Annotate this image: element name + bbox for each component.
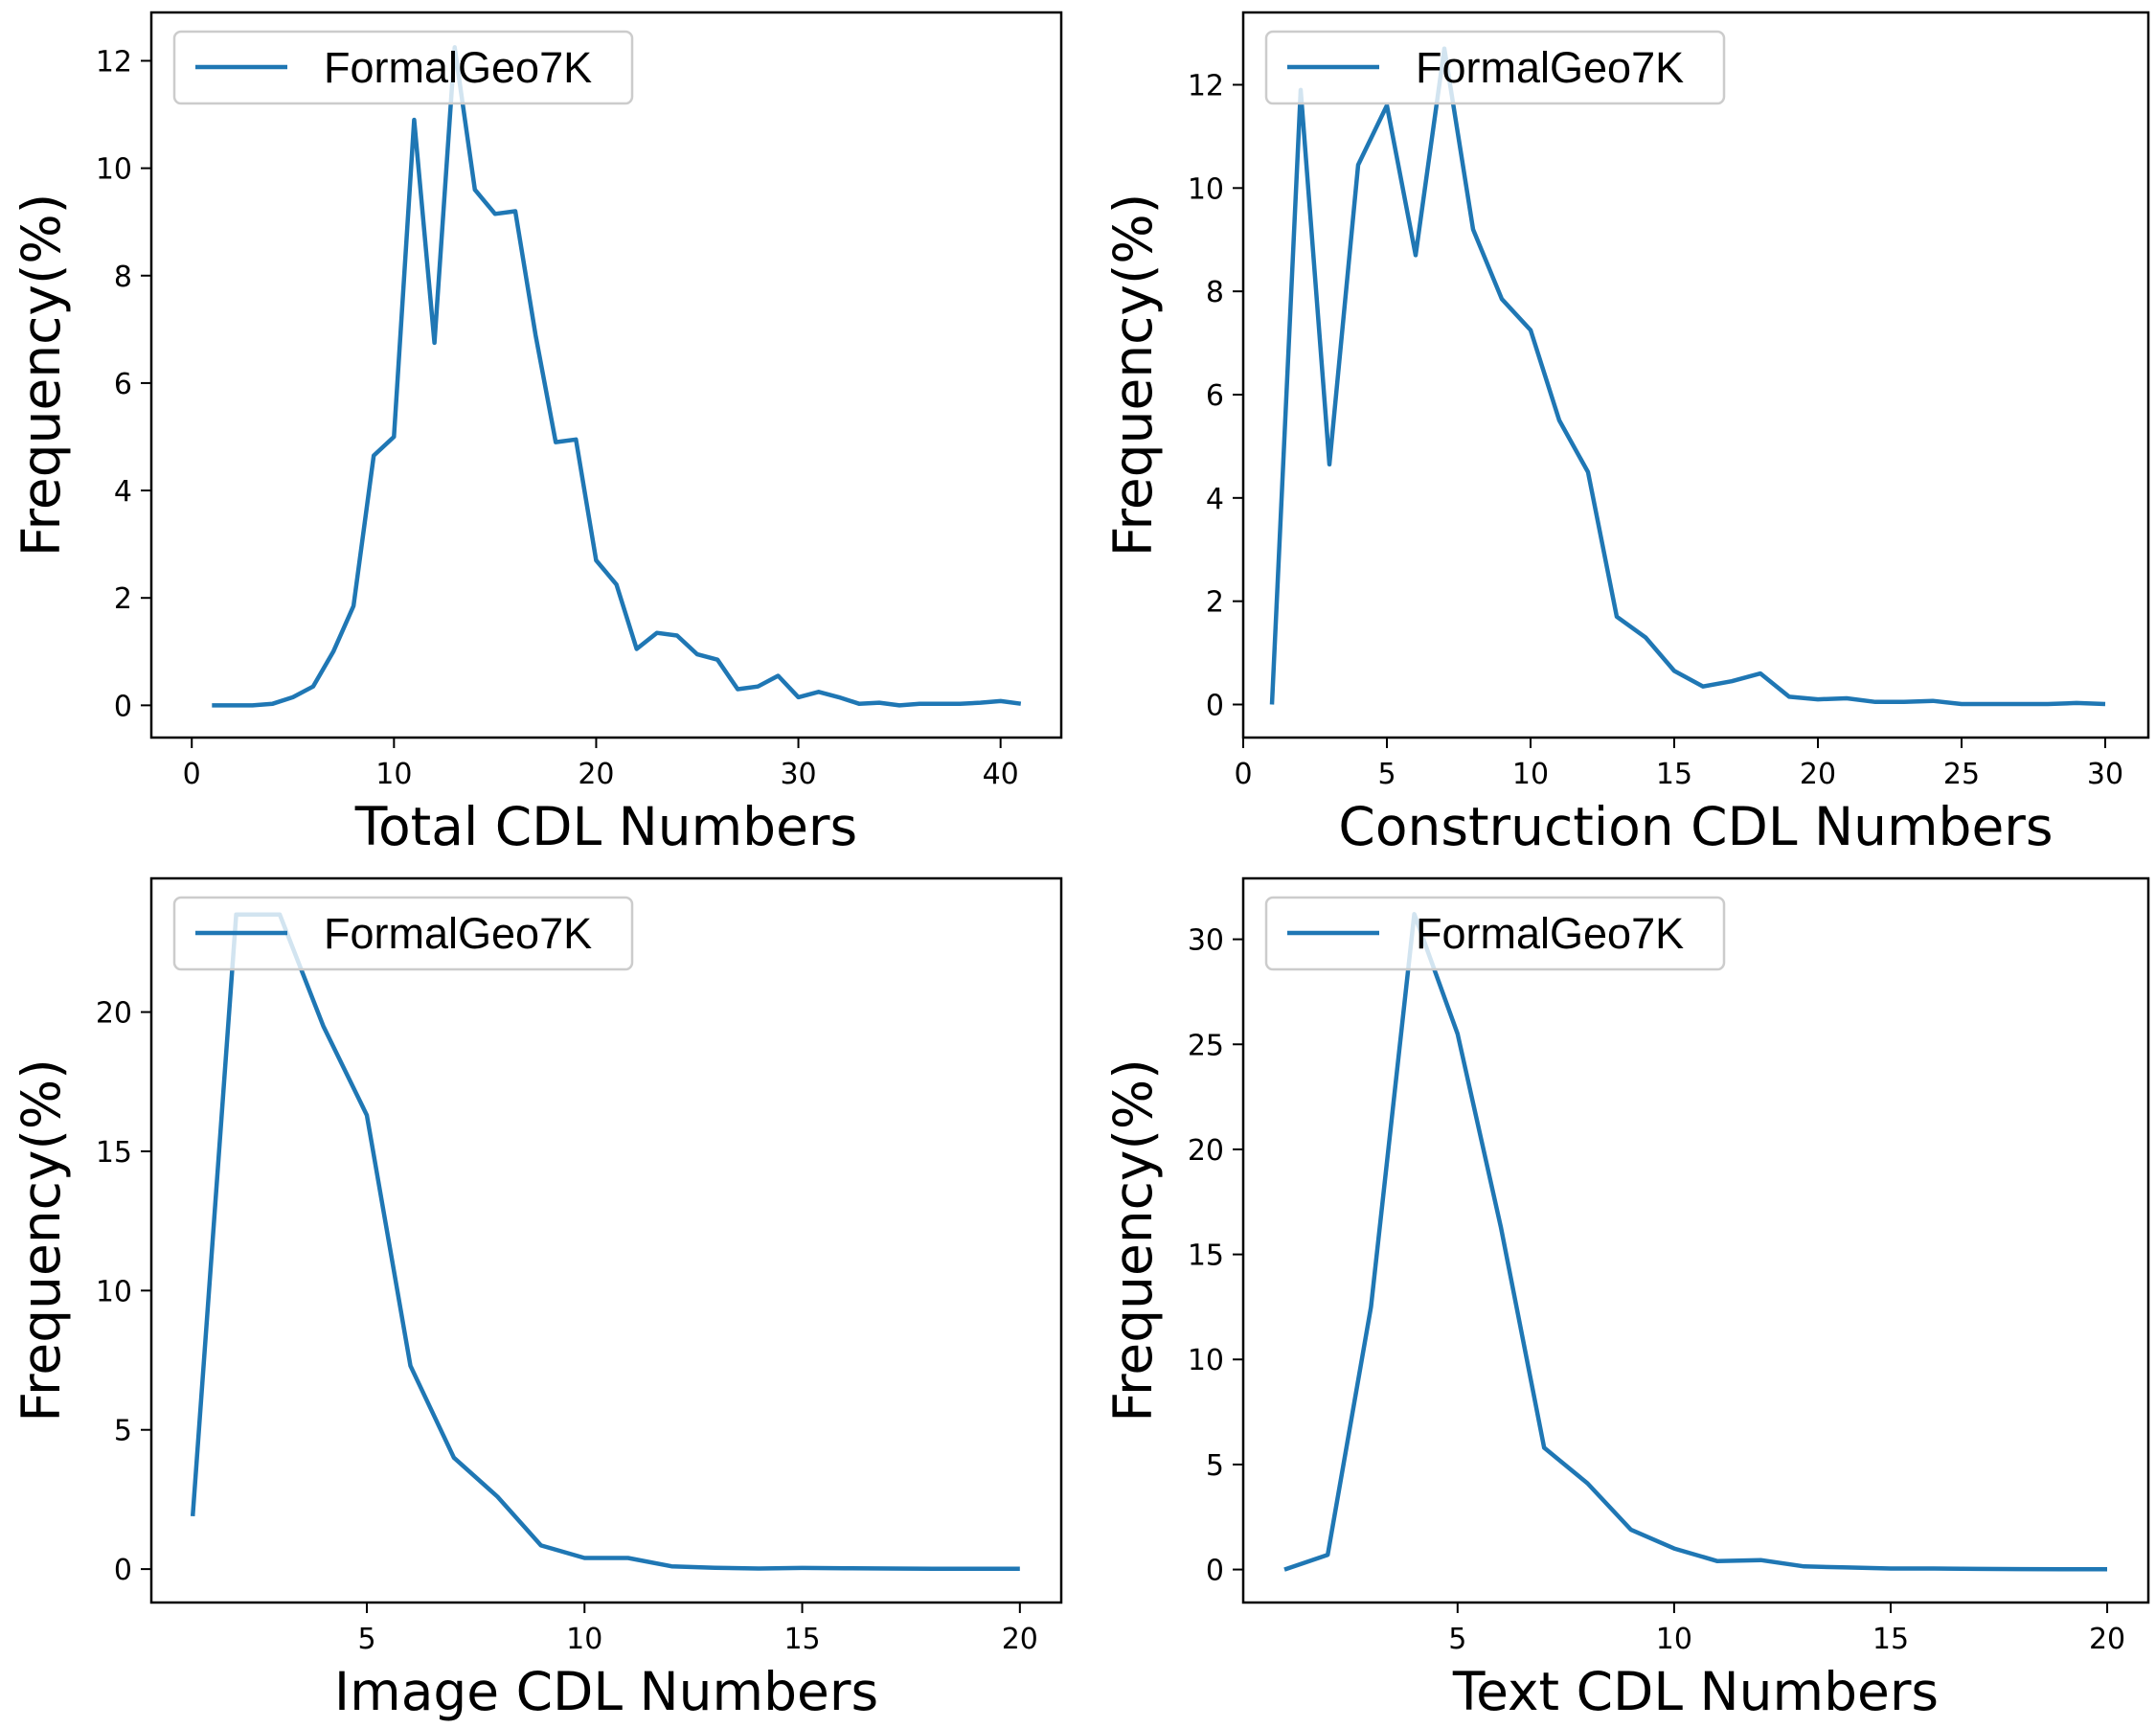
chart-panel-2: 0 5 10 15 20 25 30 0 2 4 6 8 10 12 FormalGeo7K Construc… [1102,11,2150,857]
y-tick-label: 4 [1206,483,1224,516]
series-line [212,45,1022,708]
y-tick-label: 10 [1188,1344,1224,1377]
x-tick-label: 20 [2089,1623,2125,1656]
y-tick-label: 20 [1188,1134,1224,1168]
y-tick-label: 5 [114,1415,132,1448]
x-tick-label: 15 [1656,758,1692,791]
x-tick-label: 30 [780,758,816,791]
legend-box [172,896,634,971]
y-tick-label: 12 [96,45,132,79]
x-tick-label: 30 [2087,758,2123,791]
chart-panel-4: 5 10 15 20 0 5 10 15 20 25 30 FormalGeo7K Text CDL N… [1102,876,2150,1722]
y-axis-title: Frequency(%) [1102,1058,1164,1421]
x-tick-label: 10 [1512,758,1549,791]
x-axis-title: Image CDL Numbers [334,1661,878,1722]
y-tick-label: 6 [1206,379,1224,413]
y-tick-label: 20 [96,997,132,1031]
legend-box [1264,30,1726,105]
y-tick-label: 12 [1188,69,1224,102]
x-tick-label: 5 [357,1623,375,1656]
x-tick-label: 10 [375,758,412,791]
plot-frame [149,11,1063,739]
y-tick-label: 10 [96,153,132,187]
y-axis-title: Frequency(%) [1102,193,1164,557]
legend-box [172,30,634,105]
y-tick-label: 15 [96,1136,132,1170]
x-axis-title: Total CDL Numbers [354,796,857,857]
series-line [1269,46,2106,707]
y-tick-label: 2 [114,582,132,616]
x-tick-label: 10 [1656,1623,1692,1656]
y-tick-label: 0 [1206,1555,1224,1588]
legend: FormalGeo7K [172,896,634,971]
x-tick-label: 5 [1448,1623,1466,1656]
x-tick-label: 0 [183,758,201,791]
x-tick-label: 5 [1377,758,1396,791]
y-tick-label: 8 [1206,276,1224,309]
legend: FormalGeo7K [1264,30,1726,105]
legend-label: FormalGeo7K [1416,43,1684,92]
x-tick-label: 0 [1234,758,1252,791]
x-tick-label: 20 [1002,1623,1038,1656]
series-line [190,912,1020,1572]
x-tick-label: 20 [578,758,614,791]
legend: FormalGeo7K [1264,896,1726,971]
x-axis-title: Construction CDL Numbers [1338,796,2053,857]
chart-panel-3: 5 10 15 20 0 5 10 15 20 FormalGeo7K Image CDL Numb… [11,876,1063,1722]
y-tick-label: 0 [114,690,132,723]
legend-box [1264,896,1726,971]
x-axis-title: Text CDL Numbers [1452,1661,1939,1722]
x-tick-label: 15 [1872,1623,1909,1656]
y-tick-label: 6 [114,368,132,401]
x-tick-label: 15 [783,1623,820,1656]
y-tick-label: 2 [1206,586,1224,620]
x-tick-label: 40 [983,758,1019,791]
chart-panel-1: 0 10 20 30 40 0 2 4 6 8 10 12 FormalGeo7K Total CDL N… [11,11,1063,857]
legend-label: FormalGeo7K [324,909,592,958]
y-tick-label: 25 [1188,1029,1224,1062]
y-tick-label: 10 [96,1275,132,1308]
y-tick-label: 0 [114,1554,132,1587]
plot-frame [1241,876,2150,1604]
y-tick-label: 4 [114,475,132,509]
plot-frame [1241,11,2150,739]
y-tick-label: 15 [1188,1239,1224,1273]
y-tick-label: 10 [1188,172,1224,206]
y-axis-title: Frequency(%) [11,193,72,557]
x-tick-label: 20 [1800,758,1836,791]
x-tick-label: 25 [1943,758,1980,791]
plot-frame [149,876,1063,1604]
legend: FormalGeo7K [172,30,634,105]
y-tick-label: 0 [1206,689,1224,722]
y-tick-label: 5 [1206,1449,1224,1483]
y-axis-title: Frequency(%) [11,1058,72,1421]
legend-label: FormalGeo7K [1416,909,1684,958]
legend-label: FormalGeo7K [324,43,592,92]
y-tick-label: 30 [1188,924,1224,958]
x-tick-label: 10 [566,1623,602,1656]
y-tick-label: 8 [114,261,132,294]
